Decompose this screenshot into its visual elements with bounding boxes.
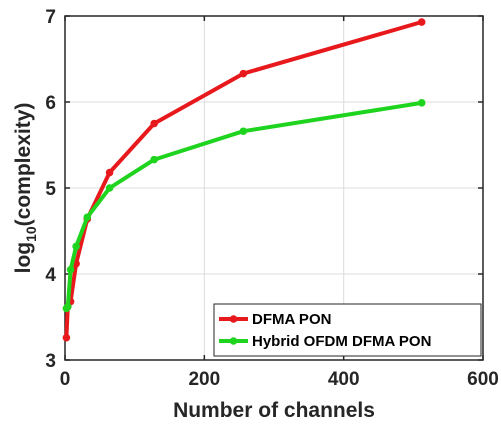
data-point [239,69,248,78]
x-tick-label: 400 [328,369,360,390]
y-tick-label: 7 [45,7,56,28]
series-2 [62,99,426,313]
y-tick-label: 6 [45,93,56,114]
series-1 [62,18,426,342]
y-tick-label: 3 [45,351,56,372]
tick-labels: 0 200 400 600 3 4 5 6 7 [45,7,498,390]
legend-item: Hybrid OFDM DFMA PON [219,333,431,350]
data-point [417,99,426,107]
y-tick-label: 4 [45,265,56,286]
data-point [62,333,71,342]
legend-label: DFMA PON [252,311,331,328]
series-layer [62,18,426,342]
data-point [72,242,80,251]
x-axis-title: Number of channels [173,399,375,422]
x-tick-label: 0 [60,369,71,390]
y-axis-title-rest: (complexity) [12,103,35,227]
data-point [83,213,92,222]
data-point [66,265,75,274]
data-point [417,18,426,26]
x-tick-label: 200 [188,369,220,390]
legend: DFMA PON Hybrid OFDM DFMA PON [213,303,482,357]
data-point [150,119,158,128]
grid [65,16,483,360]
legend-label: Hybrid OFDM DFMA PON [252,333,431,350]
legend-marker [229,315,238,323]
data-point [239,127,248,136]
y-axis-title: log10(complexity) [12,103,39,274]
data-point [105,168,114,177]
data-point [105,184,114,192]
data-point [150,155,158,164]
y-axis-title-subscript: 10 [23,226,39,242]
legend-box [213,303,482,357]
x-tick-label: 600 [467,369,499,390]
y-tick-label: 5 [45,179,56,200]
y-axis-title-main: log [12,242,35,274]
legend-item: DFMA PON [219,311,331,328]
legend-marker [229,337,238,345]
legend-items: DFMA PON Hybrid OFDM DFMA PON [219,311,431,350]
data-point [63,302,72,311]
